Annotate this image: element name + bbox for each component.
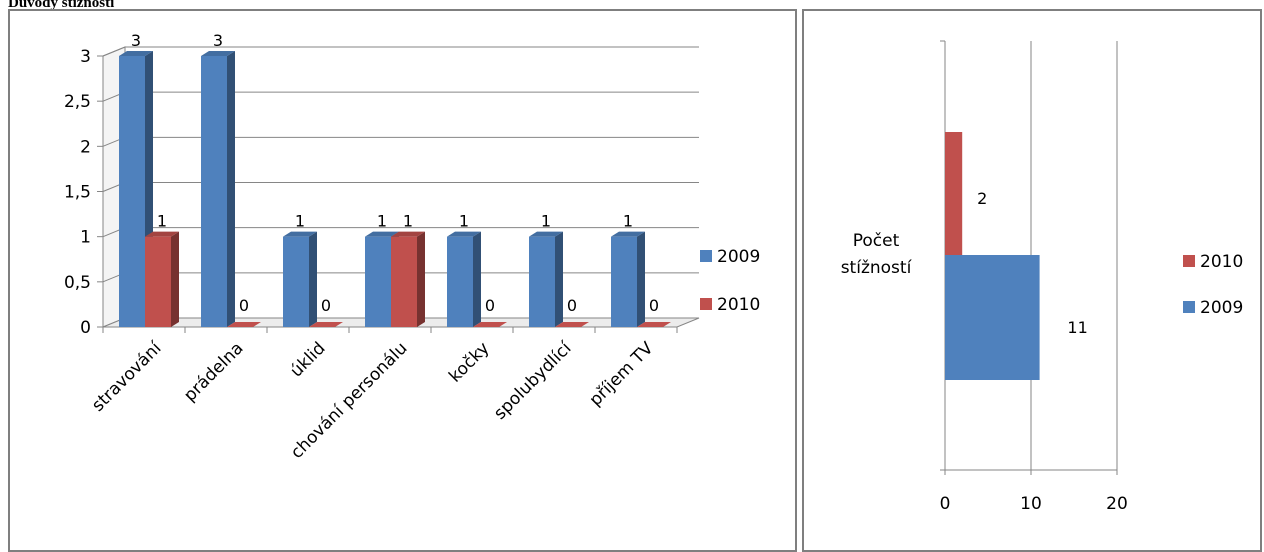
bar-2009 <box>201 56 227 327</box>
category-label: spolubydlící <box>490 338 576 424</box>
bar-2010 <box>945 132 963 255</box>
bar-2010 <box>473 322 507 327</box>
x-tick-label: 0 <box>940 494 951 514</box>
category-label-line-2: stížností <box>841 258 913 278</box>
bar-2010 <box>555 322 589 327</box>
bar-2009 <box>447 236 473 327</box>
bar-2009-top <box>447 231 481 237</box>
bar-2010-side <box>171 231 179 327</box>
data-label-2009: 3 <box>131 31 141 50</box>
data-label-2010: 0 <box>567 296 577 315</box>
bar-2009-top <box>119 51 153 56</box>
data-label-2010: 1 <box>157 212 167 231</box>
category-label-line-1: Počet <box>853 231 900 251</box>
bar-2009-side <box>473 231 481 327</box>
gridline <box>102 46 699 57</box>
data-label-2009: 1 <box>541 212 551 231</box>
bar-2010-side <box>417 231 425 327</box>
gridline <box>102 182 699 192</box>
category-label: kočky <box>445 338 493 386</box>
bar-2010 <box>145 236 171 327</box>
legend-label-2010: 2010 <box>1200 252 1243 272</box>
x-tick-label: 10 <box>1020 494 1042 514</box>
bar-2009-top <box>201 51 235 56</box>
y-tick-label: 1,5 <box>64 183 91 203</box>
data-label-2010: 0 <box>649 296 659 315</box>
data-label-2010: 0 <box>485 296 495 315</box>
legend-swatch-2010 <box>1183 255 1195 267</box>
complaint-count-chart: 0 10 20 2 11 Počet stížností 2010 2009 <box>802 9 1262 552</box>
bar-2010 <box>227 322 261 327</box>
y-tick-label: 1 <box>80 228 91 248</box>
bar-2010 <box>391 236 417 327</box>
legend-label-2010: 2010 <box>717 295 760 315</box>
complaint-count-chart-svg: 0 10 20 2 11 Počet stížností 2010 2009 <box>841 40 1243 514</box>
bar-2009 <box>529 236 555 327</box>
data-label-2009: 1 <box>377 212 387 231</box>
gridline <box>102 136 699 147</box>
bar-2009-top <box>611 231 645 237</box>
gridline <box>102 91 699 102</box>
bar-2009-side <box>555 231 563 327</box>
data-label-2010: 1 <box>403 212 413 231</box>
data-label-2009: 1 <box>295 212 305 231</box>
data-label-2009: 1 <box>459 212 469 231</box>
bar-2009-side <box>227 51 235 327</box>
bar-2010-top <box>391 231 425 237</box>
category-label: prádelna <box>180 338 247 405</box>
complaint-reasons-chart: 0 0,5 1 1,5 2 2,5 3 3 1 stravování 3 0 prádelna 1 0 úkl… <box>8 9 797 552</box>
data-label-2010: 0 <box>321 296 331 315</box>
bar-2010 <box>637 322 671 327</box>
bar-2009 <box>365 236 391 327</box>
y-tick-label: 0 <box>80 318 91 338</box>
bar-2010 <box>309 322 343 327</box>
data-label-2010: 2 <box>977 189 987 208</box>
data-label-2009: 1 <box>623 212 633 231</box>
bar-2009 <box>119 56 145 327</box>
data-label-2009: 11 <box>1067 318 1087 337</box>
bar-2009-side <box>637 231 645 327</box>
category-label: úklid <box>287 338 330 381</box>
bar-2009 <box>945 255 1040 380</box>
bar-2009 <box>283 236 309 327</box>
data-label-2010: 0 <box>239 296 249 315</box>
legend-label-2009: 2009 <box>1200 298 1243 318</box>
legend-swatch-2009 <box>700 250 712 262</box>
legend-label-2009: 2009 <box>717 247 760 267</box>
y-tick-label: 3 <box>80 47 91 67</box>
y-tick-label: 2 <box>80 137 91 157</box>
y-tick-label: 0,5 <box>64 273 91 293</box>
legend-swatch-2009 <box>1183 301 1195 313</box>
bar-2009-top <box>365 231 399 237</box>
bar-2009-top <box>529 231 563 237</box>
category-label: stravování <box>88 337 166 415</box>
page-title: Důvody stížností <box>8 0 115 11</box>
category-label: příjem TV <box>586 338 658 410</box>
data-label-2009: 3 <box>213 31 223 50</box>
y-tick-label: 2,5 <box>64 92 91 112</box>
legend-swatch-2010 <box>700 298 712 310</box>
complaint-reasons-chart-svg: 0 0,5 1 1,5 2 2,5 3 3 1 stravování 3 0 prádelna 1 0 úkl… <box>64 31 760 463</box>
bar-2009-side <box>309 231 317 327</box>
bar-2009-top <box>283 231 317 237</box>
bar-2010-top <box>145 231 179 237</box>
bar-2009 <box>611 236 637 327</box>
x-tick-label: 20 <box>1106 494 1128 514</box>
